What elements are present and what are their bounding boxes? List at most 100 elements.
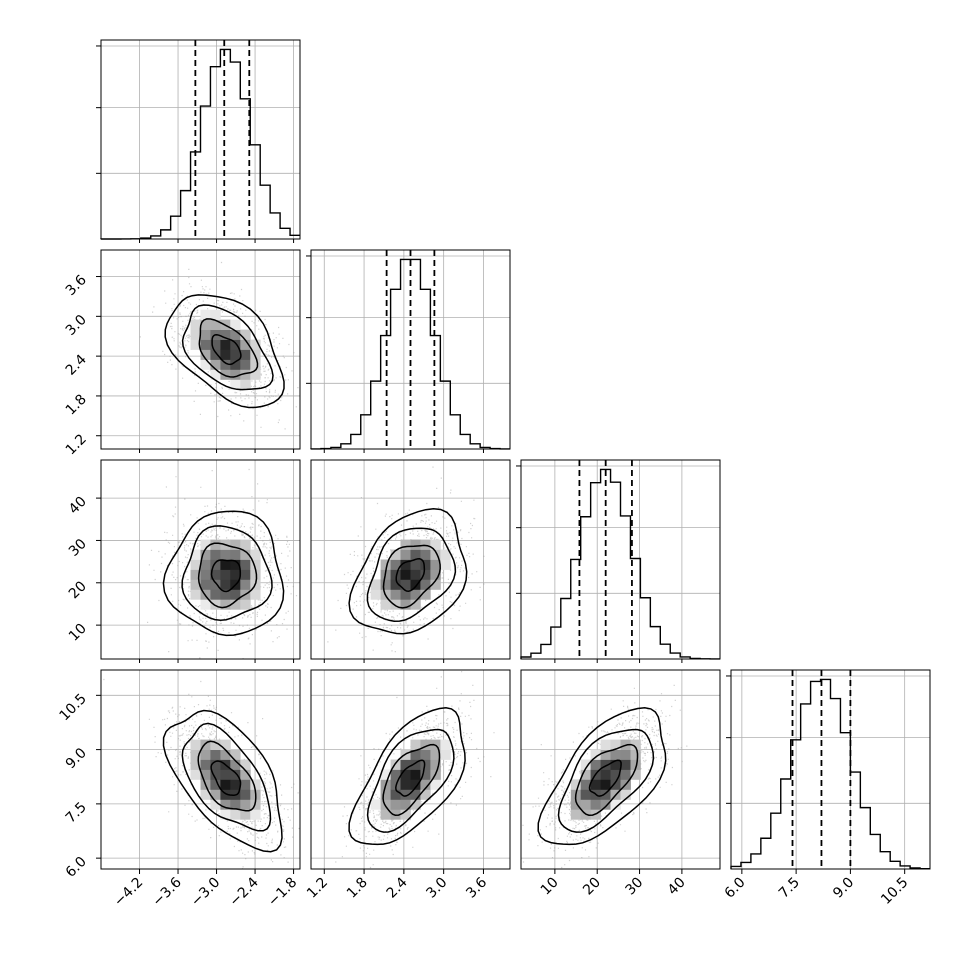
density-cell xyxy=(200,559,211,570)
density-cell xyxy=(430,549,441,560)
panel-frame xyxy=(100,669,301,870)
density-cell xyxy=(420,759,431,770)
density-cell xyxy=(390,549,401,560)
density-cell xyxy=(440,749,451,760)
density-cell xyxy=(410,539,421,550)
density-cell xyxy=(230,759,241,770)
density-cell xyxy=(210,759,221,770)
y-tick-label-param-4: 6.0 xyxy=(63,854,90,881)
panel-frame xyxy=(100,459,301,660)
density-cell xyxy=(600,749,611,760)
panel-frame xyxy=(100,39,301,240)
contour-level-4 xyxy=(162,709,283,853)
scatter-panel-1-2 xyxy=(100,249,301,450)
panel-content xyxy=(521,670,720,869)
density-cell xyxy=(420,779,431,790)
contour-level-4 xyxy=(162,510,285,637)
density-cell xyxy=(190,329,201,340)
x-tick-label-param-2: 3.0 xyxy=(423,875,450,902)
density-cell xyxy=(620,789,631,800)
contour-level-4 xyxy=(348,508,468,635)
density-cell xyxy=(230,749,241,760)
contour-level-4 xyxy=(537,707,667,846)
density-cell xyxy=(380,599,391,610)
density-cell xyxy=(430,749,441,760)
y-tick-label-param-2: 3.6 xyxy=(63,272,90,299)
density-cell xyxy=(580,769,591,780)
density-cell xyxy=(190,559,201,570)
histogram-step-line xyxy=(520,468,720,660)
density-cell xyxy=(220,359,231,370)
density-cell xyxy=(200,569,211,580)
density-cell xyxy=(190,589,201,600)
density-cell xyxy=(230,359,241,370)
density-cell xyxy=(400,579,411,590)
density-cell xyxy=(420,559,431,570)
density-cell xyxy=(220,599,231,610)
histogram-step-line xyxy=(730,678,930,870)
density-cell xyxy=(250,569,261,580)
density-cell xyxy=(220,809,231,820)
density-cell xyxy=(410,789,421,800)
contour-level-2 xyxy=(198,318,259,378)
x-tick-label-param-1: −3.0 xyxy=(188,875,223,910)
contour-level-3 xyxy=(366,527,457,622)
density-cell xyxy=(400,779,411,790)
panel-frame xyxy=(310,669,511,870)
density-cell xyxy=(380,799,391,810)
density-cell xyxy=(570,779,582,790)
contour-level-2 xyxy=(197,542,258,609)
contour-level-2 xyxy=(382,743,441,816)
x-tick-label-param-2: 3.6 xyxy=(463,874,490,901)
density-cell xyxy=(210,789,221,800)
y-tick-label-param-2: 2.4 xyxy=(63,352,90,379)
contour-level-4 xyxy=(348,707,466,846)
density-cell xyxy=(240,809,251,820)
density-cell xyxy=(250,559,261,570)
density-cell xyxy=(390,769,401,780)
density-cell xyxy=(250,359,261,370)
density-cell xyxy=(220,779,231,790)
density-cell xyxy=(230,769,241,780)
contour-level-2 xyxy=(382,544,441,609)
density-cell xyxy=(230,369,241,380)
scatter-panel-1-4 xyxy=(100,669,301,870)
panel-content xyxy=(311,670,510,869)
density-cell xyxy=(210,739,221,750)
density-cell xyxy=(210,749,221,760)
density-cell xyxy=(430,779,441,790)
scatter-points xyxy=(103,678,300,869)
density-cell xyxy=(380,789,391,800)
panel-frame xyxy=(310,459,511,660)
density-cell xyxy=(210,359,221,370)
density-cell xyxy=(610,779,621,790)
density-cell xyxy=(380,809,391,820)
contour-level-3 xyxy=(366,728,455,833)
density-cell xyxy=(420,749,431,760)
density-cell xyxy=(230,569,241,580)
density-cell xyxy=(410,589,421,600)
density-cell xyxy=(230,539,241,550)
density-cell xyxy=(390,589,401,600)
density-cell xyxy=(200,339,211,350)
density-cell xyxy=(410,549,421,560)
x-tick-label-param-4: 7.5 xyxy=(776,875,803,902)
density-cell xyxy=(400,809,411,820)
density-cell xyxy=(220,799,231,810)
density-cell xyxy=(200,539,211,550)
density-cell xyxy=(220,789,231,800)
density-cell xyxy=(240,539,251,550)
density-cell xyxy=(250,589,261,600)
density-cell xyxy=(430,579,441,590)
density-cell xyxy=(620,759,631,770)
hist-panel-3 xyxy=(516,459,721,660)
x-tick-label-param-2: 2.4 xyxy=(384,874,411,901)
x-tick-label-param-1: −4.2 xyxy=(111,875,146,910)
density-cell xyxy=(230,589,241,600)
y-tick-label-param-4: 7.5 xyxy=(63,799,90,826)
density-cell xyxy=(600,789,611,800)
density-cell xyxy=(200,319,211,330)
density-cell xyxy=(390,799,401,810)
density-cell xyxy=(400,549,411,560)
x-tick-label-param-3: 40 xyxy=(665,875,689,899)
